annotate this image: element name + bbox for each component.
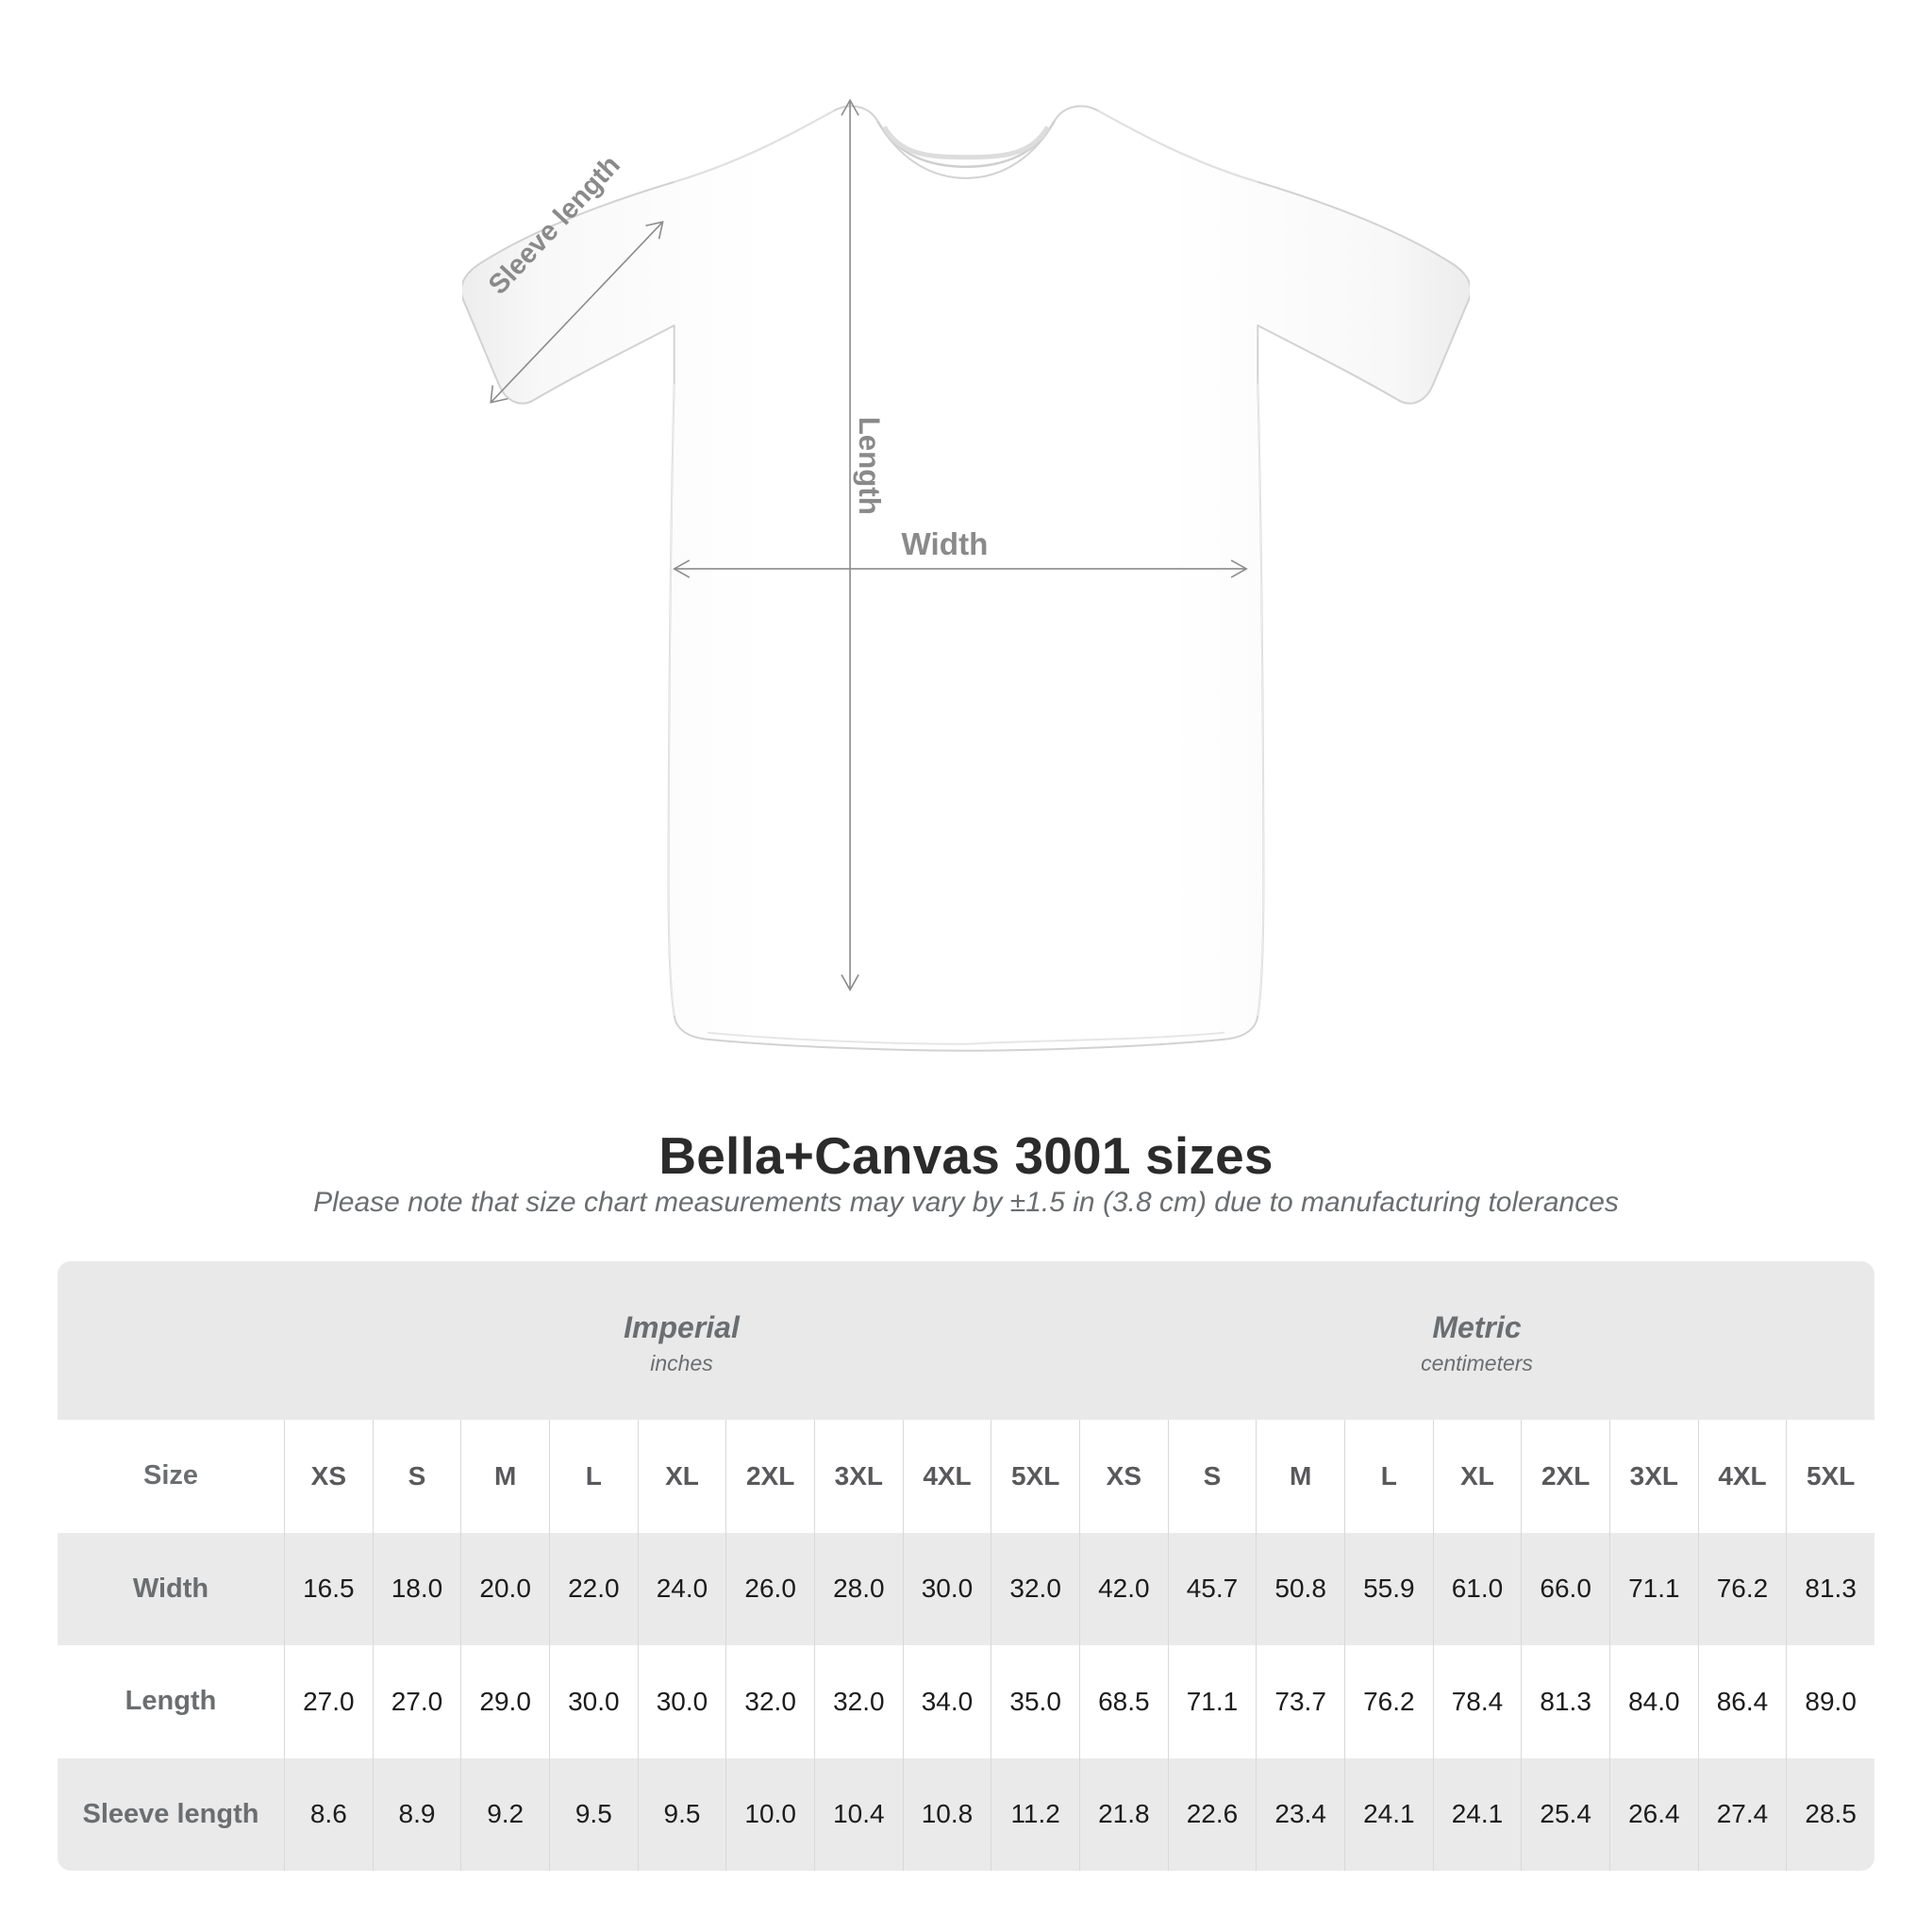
svg-text:Length: Length xyxy=(853,417,886,515)
svg-text:Width: Width xyxy=(901,527,988,562)
